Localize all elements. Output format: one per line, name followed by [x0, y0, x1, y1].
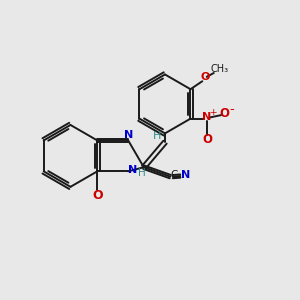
Text: C: C [171, 170, 178, 180]
Text: H: H [138, 168, 146, 178]
Text: O: O [220, 107, 230, 120]
Text: H: H [153, 131, 161, 141]
Text: -: - [229, 103, 234, 116]
Text: O: O [202, 133, 212, 146]
Text: N: N [128, 165, 137, 175]
Text: O: O [201, 72, 210, 82]
Text: O: O [92, 189, 103, 202]
Text: N: N [202, 112, 211, 122]
Text: +: + [209, 108, 217, 117]
Text: CH₃: CH₃ [211, 64, 229, 74]
Text: N: N [124, 130, 133, 140]
Text: N: N [181, 169, 190, 180]
